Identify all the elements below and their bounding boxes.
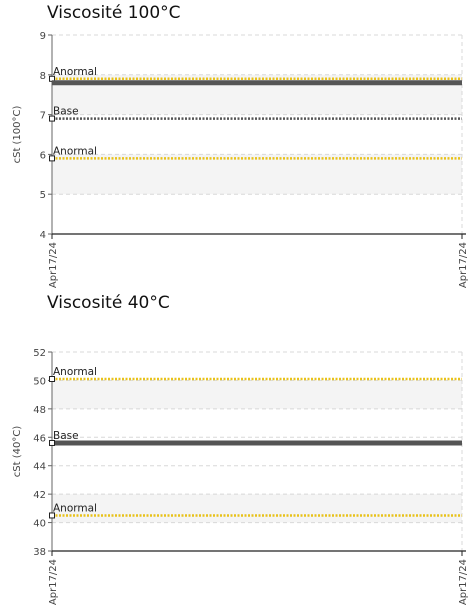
y-tick-label: 6 <box>40 150 46 161</box>
y-tick-label: 46 <box>33 433 46 444</box>
y-tick-label: 5 <box>40 190 46 201</box>
chart-title: Viscosité 100°C <box>47 3 181 23</box>
y-tick-label: 42 <box>33 490 46 501</box>
x-tick-label: Apr17/24 <box>458 242 469 288</box>
series-marker <box>49 439 55 446</box>
y-tick-label: 9 <box>40 31 46 42</box>
series-label: Anormal <box>53 66 97 78</box>
y-tick-label: 38 <box>33 547 46 558</box>
x-tick-label: Apr17/24 <box>48 559 59 605</box>
y-tick-label: 7 <box>40 111 46 122</box>
chart-viscosity-40: 38 40 42 44 46 48 50 52 cSt (40°C) Apr17/24 Apr17/… <box>12 348 469 605</box>
series-label: Base <box>53 106 79 118</box>
chart-band <box>52 380 462 409</box>
y-tick-label: 4 <box>40 230 46 241</box>
chart-band <box>52 154 462 195</box>
series-marker <box>49 512 55 519</box>
series-label: Base <box>53 430 79 442</box>
y-tick-label: 40 <box>33 519 46 530</box>
y-tick-label: 44 <box>33 462 46 473</box>
x-tick-label: Apr17/24 <box>48 242 59 288</box>
series-marker <box>49 115 55 122</box>
series-marker <box>49 376 55 383</box>
series-label: Anormal <box>53 366 97 378</box>
series-label: Anormal <box>53 145 97 157</box>
x-tick-label: Apr17/24 <box>458 559 469 605</box>
chart-title: Viscosité 40°C <box>47 293 170 313</box>
series-marker <box>49 155 55 162</box>
y-axis-label: cSt (100°C) <box>12 105 23 163</box>
y-tick-label: 8 <box>40 71 46 82</box>
series-label: Anormal <box>53 502 97 514</box>
y-tick-label: 48 <box>33 405 46 416</box>
y-tick-label: 50 <box>33 376 46 387</box>
y-axis-label: cSt (40°C) <box>12 426 23 478</box>
chart-panel-viscosity-40: Viscosité 40°C 38 40 42 44 46 48 50 52 cSt (40°C… <box>0 290 471 613</box>
y-tick-label: 52 <box>33 348 46 359</box>
chart-band <box>52 494 462 523</box>
chart-panel-viscosity-100: Viscosité 100°C 4 5 6 7 8 9 cSt (100°C) Apr17/2… <box>0 0 471 300</box>
chart-viscosity-100: 4 5 6 7 8 9 cSt (100°C) Apr17/24 Apr17/24 Anormal… <box>12 31 469 288</box>
